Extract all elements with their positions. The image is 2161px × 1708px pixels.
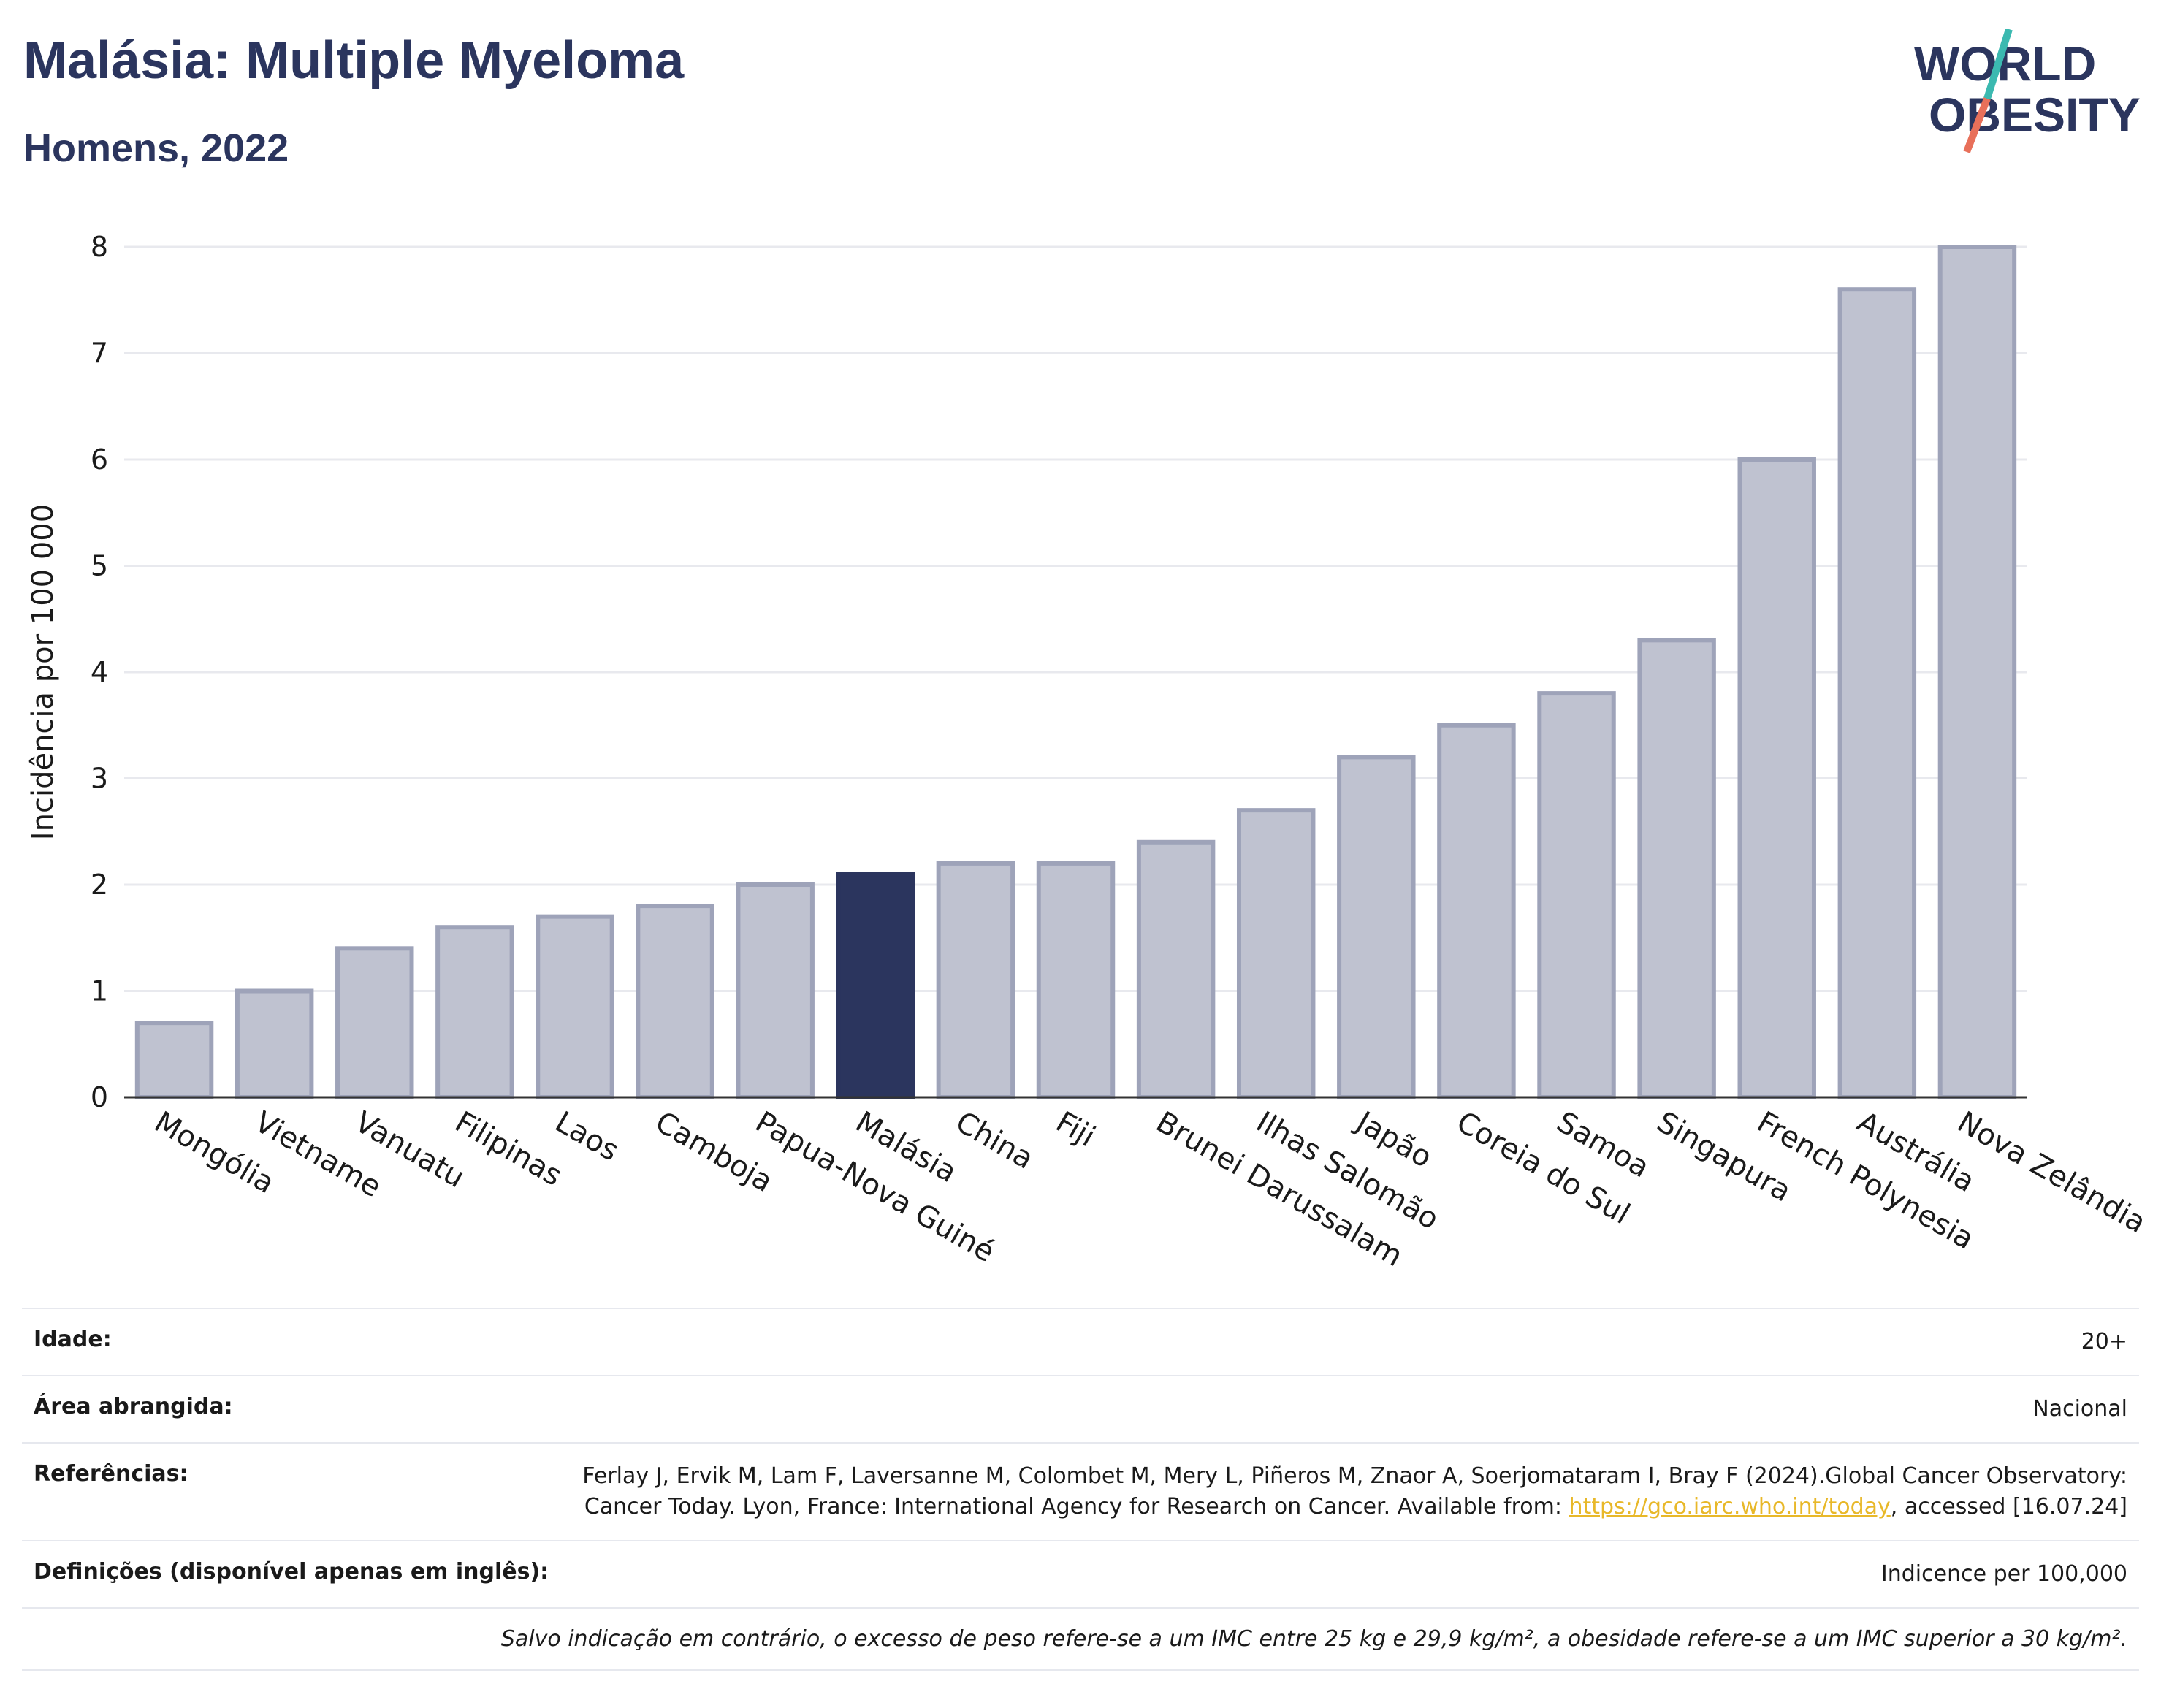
definitions-label: Definições (disponível apenas em inglês)… bbox=[34, 1559, 549, 1585]
logo-slash-teal bbox=[1983, 29, 2013, 100]
y-tick-label: 3 bbox=[91, 763, 108, 795]
footnote: Salvo indicação em contrário, o excesso … bbox=[500, 1626, 2127, 1652]
bar-filipinas bbox=[435, 925, 514, 1099]
y-tick-label: 6 bbox=[91, 443, 108, 476]
meta-row-area: Área abrangida: Nacional bbox=[22, 1375, 2139, 1442]
world-obesity-logo: WORLD OBESITY bbox=[1914, 29, 2141, 153]
y-tick-label: 1 bbox=[91, 975, 108, 1007]
y-tick-label: 2 bbox=[91, 869, 108, 901]
chart-title: Malásia: Multiple Myeloma bbox=[23, 31, 685, 90]
definitions-value: Indicence per 100,000 bbox=[1880, 1561, 2127, 1587]
bar-malásia bbox=[836, 872, 915, 1099]
bar-mongólia bbox=[134, 1021, 214, 1100]
bar-samoa bbox=[1537, 691, 1616, 1099]
age-value: 20+ bbox=[2081, 1329, 2127, 1354]
x-tick-label: China bbox=[950, 1105, 1039, 1176]
y-tick-labels: 0 1 2 3 4 5 6 7 8 bbox=[91, 231, 108, 1113]
metadata-table: Idade: 20+ Área abrangida: Nacional Refe… bbox=[22, 1308, 2139, 1671]
bar-chart: 0 1 2 3 4 5 6 7 8 MongóliaVietnameVanuatuFilipin… bbox=[26, 231, 2152, 1273]
bar-laos bbox=[536, 914, 614, 1100]
bars bbox=[134, 245, 2017, 1100]
y-tick-label: 7 bbox=[91, 338, 108, 370]
bar-fiji bbox=[1036, 861, 1116, 1100]
y-tick-label: 4 bbox=[91, 656, 108, 688]
x-tick-label: Nova Zelândia bbox=[1951, 1105, 2152, 1240]
y-axis-label: Incidência por 100 000 bbox=[26, 504, 60, 840]
bar-singapura bbox=[1637, 638, 1716, 1099]
bar-camboja bbox=[636, 904, 714, 1099]
x-tick-label: Laos bbox=[549, 1105, 625, 1168]
bar-japão bbox=[1337, 755, 1416, 1100]
bar-china bbox=[936, 861, 1015, 1100]
area-value: Nacional bbox=[2032, 1396, 2127, 1422]
bar-french-polynesia bbox=[1737, 457, 1816, 1099]
x-tick-label: Fiji bbox=[1051, 1105, 1101, 1154]
y-tick-label: 0 bbox=[91, 1081, 108, 1113]
bar-ilhas-salomão bbox=[1236, 808, 1316, 1100]
bar-vietname bbox=[235, 988, 314, 1099]
bar-austrália bbox=[1837, 287, 1917, 1100]
y-tick-label: 5 bbox=[91, 550, 108, 582]
references-label: Referências: bbox=[34, 1461, 188, 1487]
references-value: Ferlay J, Ervik M, Lam F, Laversanne M, … bbox=[520, 1461, 2127, 1522]
x-tick-label: Coreia do Sul bbox=[1451, 1105, 1636, 1232]
bar-vanuatu bbox=[335, 946, 414, 1100]
references-link[interactable]: https://gco.iarc.who.int/today bbox=[1569, 1494, 1891, 1520]
bar-coreia-do-sul bbox=[1437, 723, 1516, 1099]
logo-slash-coral bbox=[1963, 97, 1991, 153]
bar-brunei-darussalam bbox=[1136, 839, 1216, 1100]
chart-subtitle: Homens, 2022 bbox=[23, 126, 289, 170]
meta-row-definitions: Definições (disponível apenas em inglês)… bbox=[22, 1540, 2139, 1607]
meta-row-references: Referências: Ferlay J, Ervik M, Lam F, L… bbox=[22, 1442, 2139, 1540]
meta-row-age: Idade: 20+ bbox=[22, 1308, 2139, 1375]
bar-nova-zelândia bbox=[1937, 245, 2017, 1099]
references-text: Ferlay J, Ervik M, Lam F, Laversanne M, … bbox=[582, 1463, 2127, 1520]
x-tick-label: Filipinas bbox=[449, 1105, 568, 1193]
references-tail: , accessed [16.07.24] bbox=[1890, 1494, 2127, 1520]
age-label: Idade: bbox=[34, 1327, 112, 1352]
logo-line2: OBESITY bbox=[1929, 88, 2141, 142]
area-label: Área abrangida: bbox=[34, 1394, 233, 1419]
bar-papua-nova-guiné bbox=[736, 882, 815, 1099]
y-tick-label: 8 bbox=[91, 231, 108, 263]
meta-row-note: Salvo indicação em contrário, o excesso … bbox=[22, 1607, 2139, 1671]
